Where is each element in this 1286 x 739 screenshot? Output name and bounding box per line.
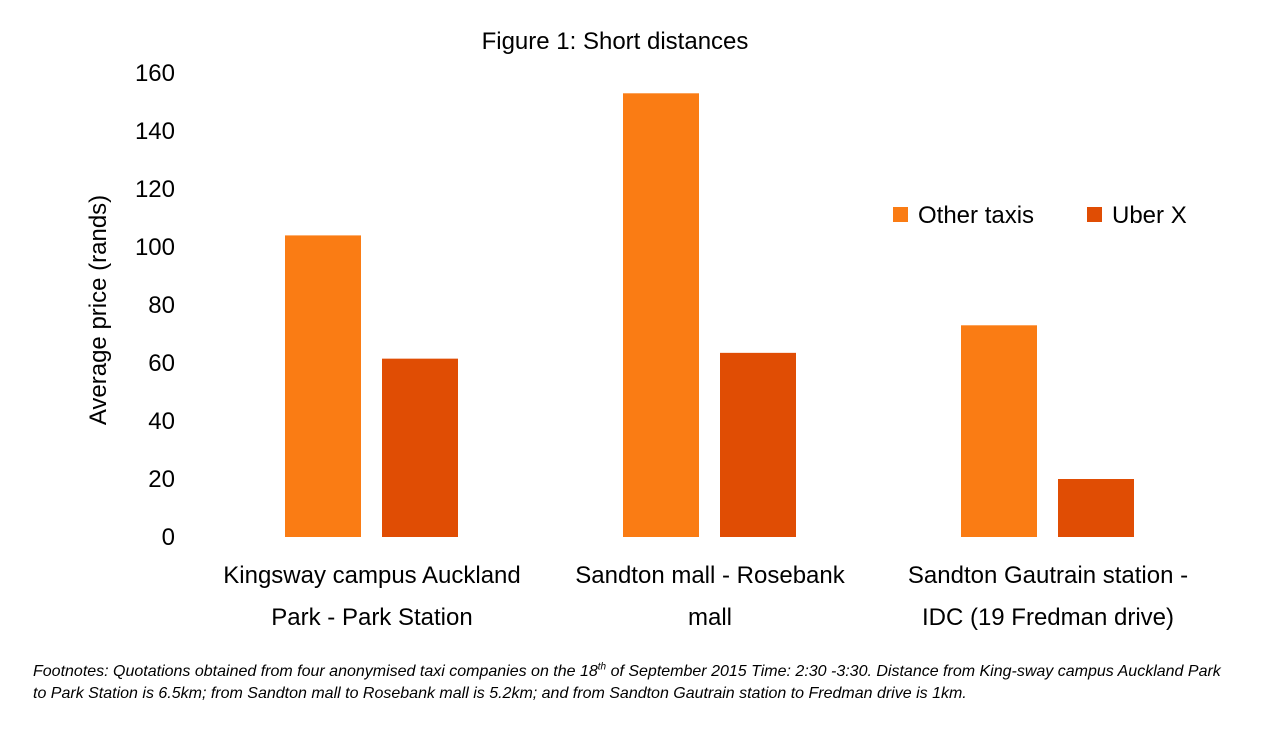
y-tick-label: 100 xyxy=(135,234,175,261)
x-tick-label: IDC (19 Fredman drive) xyxy=(922,604,1174,631)
x-tick-label: Sandton Gautrain station - xyxy=(908,562,1188,589)
y-tick-label: 160 xyxy=(135,60,175,87)
footnote-text-start: Footnotes: Quotations obtained from four… xyxy=(33,663,598,680)
legend-label: Other taxis xyxy=(918,202,1034,229)
footnote: Footnotes: Quotations obtained from four… xyxy=(33,661,1233,705)
bar-chart: Figure 1: Short distances Average price … xyxy=(85,28,1188,631)
bar-other-taxis xyxy=(623,93,699,538)
x-tick-label: Park - Park Station xyxy=(271,604,472,631)
x-tick-label: Sandton mall - Rosebank xyxy=(575,562,845,589)
bar-uber-x xyxy=(1058,479,1134,537)
y-tick-label: 40 xyxy=(148,408,175,435)
bar-uber-x xyxy=(382,358,458,537)
y-tick-label: 140 xyxy=(135,118,175,145)
footnote-text-end: of September 2015 Time: 2:30 -3:30. Dist… xyxy=(33,663,1221,702)
legend-swatch xyxy=(1087,207,1102,222)
legend-label: Uber X xyxy=(1112,202,1187,229)
x-tick-label: mall xyxy=(688,604,732,631)
bars xyxy=(285,93,1134,538)
y-tick-label: 60 xyxy=(148,350,175,377)
bar-other-taxis xyxy=(285,235,361,537)
footnote-superscript: th xyxy=(597,661,607,673)
y-tick-label: 0 xyxy=(162,524,175,551)
legend: Other taxis Uber X xyxy=(893,202,1187,229)
x-axis-labels: Kingsway campus Auckland Park - Park Stat… xyxy=(223,562,1188,631)
y-axis-ticks: 0 20 40 60 80 100 120 140 160 xyxy=(135,60,175,551)
x-tick-label: Kingsway campus Auckland xyxy=(223,562,521,589)
chart-title: Figure 1: Short distances xyxy=(482,28,749,55)
bar-uber-x xyxy=(720,352,796,537)
legend-swatch xyxy=(893,207,908,222)
y-tick-label: 80 xyxy=(148,292,175,319)
y-tick-label: 120 xyxy=(135,176,175,203)
bar-other-taxis xyxy=(961,325,1037,537)
y-tick-label: 20 xyxy=(148,466,175,493)
y-axis-label: Average price (rands) xyxy=(85,195,112,425)
